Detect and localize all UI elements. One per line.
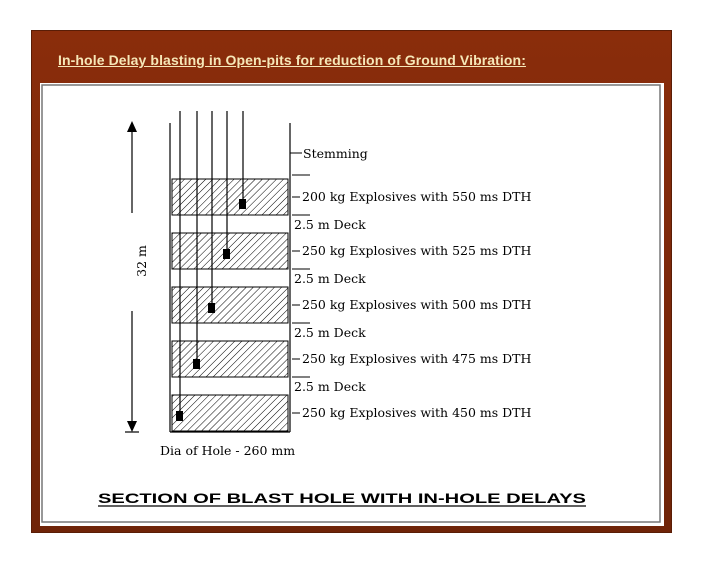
charge-4 (171, 340, 289, 378)
detonator-2 (223, 249, 230, 259)
detonator-4 (193, 359, 200, 369)
stemming-label: Stemming (303, 146, 368, 161)
charge-3 (171, 286, 289, 324)
deck-label-1: 2.5 m Deck (294, 217, 366, 232)
charge-label-5: 250 kg Explosives with 450 ms DTH (302, 405, 532, 420)
height-dimension (125, 121, 139, 433)
charge-label-2: 250 kg Explosives with 525 ms DTH (302, 243, 532, 258)
slide-title: In-hole Delay blasting in Open-pits for … (58, 52, 526, 68)
charge-5 (171, 394, 289, 432)
panel-frame (41, 84, 661, 523)
charge-labels: 200 kg Explosives with 550 ms DTH 250 kg… (292, 189, 532, 420)
charge-label-4: 250 kg Explosives with 475 ms DTH (302, 351, 532, 366)
detonator-wires (179, 111, 244, 413)
slide: In-hole Delay blasting in Open-pits for … (31, 30, 672, 533)
blast-hole-diagram: 32 m Stemming 200 kg Explosives with 550… (41, 84, 661, 523)
diameter-label: Dia of Hole - 260 mm (160, 443, 295, 458)
charge-label-1: 200 kg Explosives with 550 ms DTH (302, 189, 532, 204)
detonator-3 (208, 303, 215, 313)
detonator-5 (176, 411, 183, 421)
deck-label-2: 2.5 m Deck (294, 271, 366, 286)
diagram-panel: 32 m Stemming 200 kg Explosives with 550… (40, 83, 664, 526)
height-label: 32 m (134, 245, 149, 277)
detonator-1 (239, 199, 246, 209)
deck-label-3: 2.5 m Deck (294, 325, 366, 340)
deck-labels: 2.5 m Deck 2.5 m Deck 2.5 m Deck 2.5 m D… (292, 174, 366, 394)
diagram-caption: SECTION OF BLAST HOLE WITH IN-HOLE DELAY… (98, 490, 586, 506)
deck-label-4: 2.5 m Deck (294, 379, 366, 394)
charge-label-3: 250 kg Explosives with 500 ms DTH (302, 297, 532, 312)
charge-1 (171, 178, 289, 216)
detonators (176, 199, 246, 421)
